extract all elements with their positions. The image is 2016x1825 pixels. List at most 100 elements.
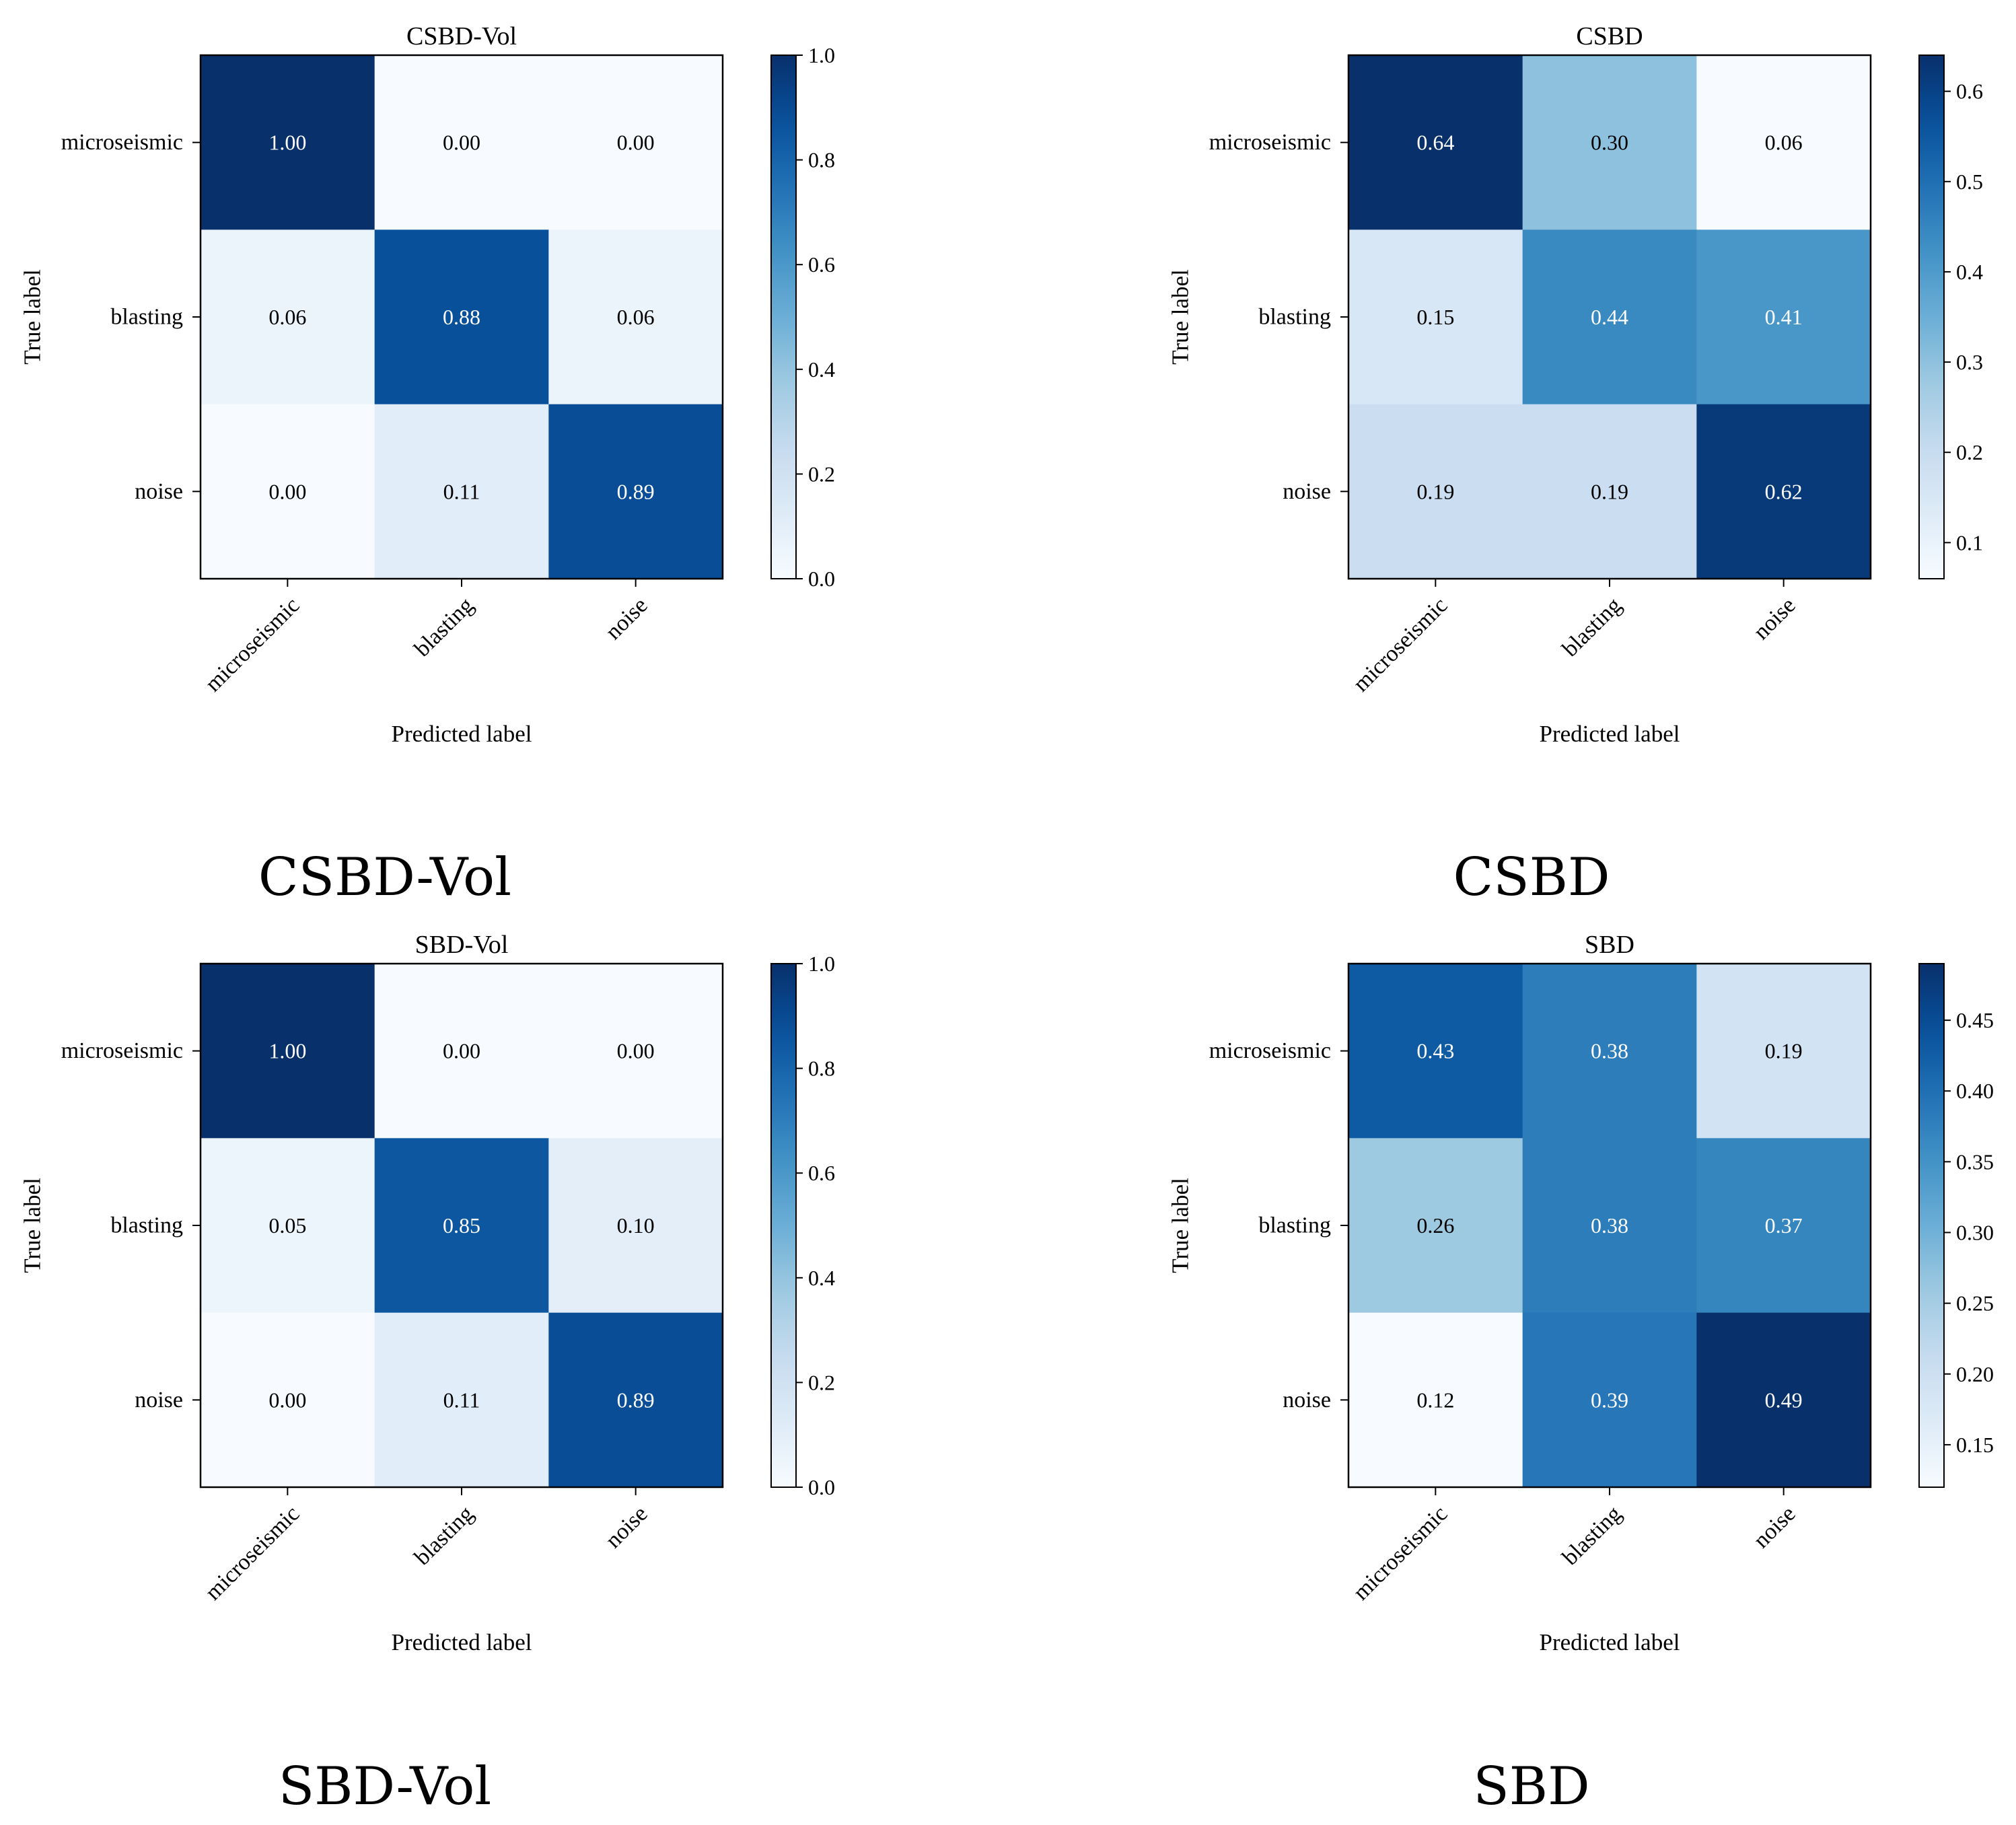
heatmap-cell (374, 229, 549, 405)
colorbar-tick-label: 0.2 (808, 1370, 835, 1394)
colorbar-tick-label: 1.0 (808, 43, 835, 67)
colorbar-tick-label: 0.8 (808, 1057, 835, 1081)
colorbar (1918, 55, 1945, 579)
y-tick-label: noise (1283, 479, 1331, 504)
heatmap-cell (201, 964, 375, 1139)
heatmap-cell (374, 404, 549, 579)
heatmap-cell (1348, 404, 1523, 579)
x-tick-label: noise (601, 1501, 653, 1553)
heatmap-cell (201, 1138, 375, 1314)
cell-value-label: 0.19 (1591, 479, 1628, 503)
cell-value-label: 0.62 (1765, 479, 1803, 503)
heatmap-cell (548, 229, 723, 405)
colorbar-tick-label: 0.4 (808, 357, 835, 382)
panel-csbd-vol: 1.00 0.00 0.00 0.06 0.88 0.06 0.00 0.11 0.89 micr… (20, 22, 836, 747)
cell-value-label: 0.30 (1591, 131, 1628, 155)
panel-caption-csbd: CSBD (1453, 847, 1610, 908)
cell-value-label: 0.12 (1416, 1388, 1454, 1412)
cell-value-label: 0.37 (1765, 1213, 1803, 1238)
colorbar-tick-label: 0.6 (808, 1161, 835, 1185)
heatmap-cell (201, 229, 375, 405)
heatmap-cell (1522, 404, 1697, 579)
heatmap-cell (1522, 964, 1697, 1139)
chart-title: SBD (1585, 931, 1634, 959)
panel-caption-sbd: SBD (1473, 1756, 1590, 1817)
x-tick-label: noise (1749, 593, 1801, 645)
heatmap-cell (548, 964, 723, 1139)
cell-value-label: 0.39 (1591, 1388, 1628, 1412)
heatmap-cell (374, 1312, 549, 1488)
colorbar-tick-label: 0.4 (1956, 260, 1983, 284)
heatmap-cell (548, 404, 723, 579)
heatmap-cell (1522, 55, 1697, 230)
chart-title: CSBD-Vol (406, 22, 517, 50)
colorbar (770, 55, 797, 579)
y-axis-label: True label (1167, 1178, 1194, 1273)
cell-value-label: 0.26 (1416, 1213, 1454, 1238)
y-axis-label: True label (1167, 269, 1194, 365)
colorbar-tick-label: 0.3 (1956, 350, 1983, 374)
cell-value-label: 0.89 (617, 1388, 655, 1412)
panel-caption-sbd-vol: SBD-Vol (278, 1756, 492, 1817)
colorbar-tick-label: 0.45 (1956, 1008, 1994, 1032)
cell-value-label: 0.06 (268, 305, 306, 329)
colorbar-tick-label: 0.6 (1956, 79, 1983, 104)
colorbar (770, 963, 797, 1488)
colorbar-tick-label: 0.4 (808, 1266, 835, 1290)
y-tick-label: noise (135, 479, 183, 504)
y-tick-label: microseismic (61, 1038, 183, 1063)
y-axis-label: True label (20, 1178, 46, 1273)
colorbar-tick-label: 1.0 (808, 952, 835, 976)
heatmap-cell (1348, 1312, 1523, 1488)
y-tick-label: blasting (1258, 305, 1331, 330)
cell-value-label: 0.44 (1591, 305, 1628, 329)
x-axis-label: Predicted label (392, 721, 532, 747)
chart-title: CSBD (1576, 22, 1643, 50)
cell-value-label: 0.19 (1416, 479, 1454, 503)
cell-value-label: 0.11 (443, 1388, 480, 1412)
heatmap-cell (1522, 1312, 1697, 1488)
cell-value-label: 0.00 (617, 131, 655, 155)
cell-value-label: 0.00 (268, 1388, 306, 1412)
y-tick-label: microseismic (1209, 1038, 1331, 1063)
colorbar-tick-label: 0.30 (1956, 1221, 1994, 1245)
heatmap-cell (201, 55, 375, 230)
y-axis-label: True label (20, 269, 46, 365)
heatmap-cell (1348, 1138, 1523, 1314)
cell-value-label: 0.06 (1765, 131, 1803, 155)
x-tick-label: blasting (1558, 593, 1626, 661)
colorbar-tick-label: 0.20 (1956, 1362, 1994, 1386)
cell-value-label: 0.00 (617, 1039, 655, 1063)
colorbar (1918, 963, 1945, 1488)
y-tick-label: blasting (110, 305, 183, 330)
cell-value-label: 0.15 (1416, 305, 1454, 329)
cell-value-label: 0.64 (1416, 131, 1454, 155)
heatmap-cell (374, 1138, 549, 1314)
colorbar-tick-label: 0.1 (1956, 530, 1983, 554)
heatmap-cell (1522, 1138, 1697, 1314)
colorbar-tick-label: 0.6 (808, 252, 835, 277)
chart-title: SBD-Vol (415, 931, 509, 959)
cell-value-label: 1.00 (268, 1039, 306, 1063)
y-tick-label: blasting (1258, 1213, 1331, 1238)
heatmap-cell (548, 1312, 723, 1488)
heatmap-cell (1522, 229, 1697, 405)
cell-value-label: 0.43 (1416, 1039, 1454, 1063)
heatmap-cell (374, 964, 549, 1139)
x-tick-label: blasting (410, 1501, 478, 1570)
cell-value-label: 0.19 (1765, 1039, 1803, 1063)
cell-value-label: 0.06 (617, 305, 655, 329)
x-tick-label: microseismic (1348, 1501, 1452, 1605)
panel-sbd: 0.43 0.38 0.19 0.26 0.38 0.37 0.12 0.39 0.49 micr… (1167, 931, 1994, 1655)
heatmap-cell (1348, 55, 1523, 230)
y-tick-label: microseismic (1209, 130, 1331, 155)
x-tick-label: microseismic (201, 1501, 304, 1605)
x-tick-label: microseismic (1348, 593, 1452, 696)
heatmap-cell (1348, 964, 1523, 1139)
colorbar-tick-label: 0.40 (1956, 1079, 1994, 1103)
panel-caption-csbd-vol: CSBD-Vol (258, 847, 512, 908)
colorbar-tick-label: 0.15 (1956, 1433, 1994, 1457)
x-tick-label: noise (601, 593, 653, 645)
colorbar-tick-label: 0.2 (1956, 440, 1983, 464)
